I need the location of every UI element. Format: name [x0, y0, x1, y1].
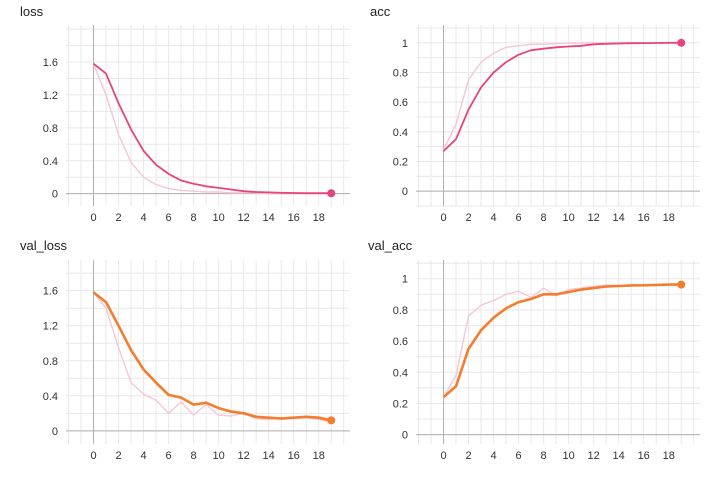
x-tick-label: 18 — [313, 450, 325, 462]
y-tick-label: 0.8 — [393, 305, 408, 317]
y-tick-label: 0.6 — [393, 97, 408, 109]
x-tick-label: 4 — [491, 450, 497, 462]
x-tick-label: 16 — [288, 212, 300, 222]
x-tick-label: 4 — [141, 450, 147, 462]
y-tick-label: 1.6 — [43, 57, 58, 69]
y-tick-label: 1.2 — [43, 90, 58, 102]
chart-svg-val-acc: 0 2 4 6 8 10 12 14 16 18 0 0.2 0.4 0.6 0.8 1 — [393, 260, 700, 462]
y-tick-label: 1.6 — [43, 286, 58, 298]
x-tick-label: 0 — [90, 212, 96, 222]
x-tick-label: 18 — [663, 450, 675, 462]
x-tick-label: 0 — [90, 450, 96, 462]
chart-panel-val-loss: val_loss 0 2 4 6 8 10 12 14 16 18 0 0.4 0.8 1.2 1.6 — [4, 232, 360, 482]
y-tick-label: 1 — [402, 38, 408, 50]
x-tick-label: 10 — [213, 450, 225, 462]
x-tick-label: 10 — [213, 212, 225, 222]
series-line-raw — [92, 291, 332, 423]
x-tick-label: 14 — [263, 212, 275, 222]
x-tick-label: 2 — [465, 212, 471, 222]
x-tick-label: 12 — [238, 450, 250, 462]
x-tick-label: 18 — [313, 212, 325, 222]
series-line-raw — [92, 63, 332, 195]
x-tick-label: 14 — [263, 450, 275, 462]
x-tick-label: 10 — [563, 212, 575, 222]
x-tick-label: 10 — [563, 450, 575, 462]
series-end-point — [677, 280, 686, 289]
chart-svg-val-loss: 0 2 4 6 8 10 12 14 16 18 0 0.4 0.8 1.2 1.6 — [43, 260, 350, 462]
y-tick-label: 0.8 — [43, 123, 58, 135]
y-tick-label: 0.6 — [393, 336, 408, 348]
x-tick-label: 4 — [141, 212, 147, 222]
grid-acc — [416, 25, 700, 207]
x-tick-label: 0 — [440, 212, 446, 222]
x-tick-label: 8 — [541, 212, 547, 222]
chart-panel-loss: loss 0 2 4 6 8 10 12 14 16 18 0 0.4 0.8 1.2 1.6 — [4, 0, 360, 222]
x-tick-label: 16 — [638, 450, 650, 462]
grid-loss — [66, 25, 350, 206]
grid-val-acc — [416, 260, 700, 444]
y-tick-label: 0 — [52, 426, 58, 438]
x-tick-label: 12 — [238, 212, 250, 222]
x-tick-label: 16 — [288, 450, 300, 462]
chart-title-val-loss: val_loss — [20, 238, 67, 253]
y-tick-label: 0.8 — [393, 67, 408, 79]
x-tick-label: 0 — [440, 450, 446, 462]
x-tick-label: 18 — [663, 212, 675, 222]
x-tick-label: 6 — [166, 450, 172, 462]
chart-panel-val-acc: val_acc 0 2 4 6 8 10 12 14 16 18 0 0.2 0.4 0.6 0.8 1 — [364, 232, 720, 482]
y-tick-label: 0 — [402, 186, 408, 198]
x-tick-label: 12 — [588, 212, 600, 222]
series-end-point — [327, 416, 336, 425]
chart-svg-loss: 0 2 4 6 8 10 12 14 16 18 0 0.4 0.8 1.2 1.6 — [43, 25, 350, 222]
x-tick-label: 8 — [191, 212, 197, 222]
y-tick-label: 0.2 — [393, 398, 408, 410]
series-line-smoothed — [442, 41, 682, 152]
y-tick-label: 1.2 — [43, 321, 58, 333]
x-tick-label: 2 — [465, 450, 471, 462]
x-tick-label: 16 — [638, 212, 650, 222]
series-end-point — [677, 38, 686, 47]
series-line-smoothed — [442, 283, 682, 399]
x-tick-label: 14 — [613, 450, 625, 462]
x-tick-label: 2 — [115, 212, 121, 222]
y-tick-label: 0 — [52, 189, 58, 201]
x-tick-label: 8 — [541, 450, 547, 462]
y-tick-label: 0 — [402, 430, 408, 442]
series-line-smoothed — [92, 291, 332, 422]
y-tick-label: 1 — [402, 274, 408, 286]
y-tick-label: 0.4 — [43, 391, 58, 403]
x-tick-label: 4 — [491, 212, 497, 222]
x-tick-label: 8 — [191, 450, 197, 462]
y-tick-label: 0.8 — [43, 356, 58, 368]
chart-title-loss: loss — [20, 4, 44, 19]
x-tick-label: 6 — [516, 212, 522, 222]
chart-title-acc: acc — [370, 4, 391, 19]
y-tick-label: 0.4 — [393, 127, 408, 139]
x-tick-label: 6 — [166, 212, 172, 222]
series-end-point — [327, 189, 336, 198]
series-line-smoothed — [92, 62, 332, 195]
chart-panel-acc: acc 0 2 4 6 8 10 12 14 16 18 0 0.2 0.4 0.6 0.8 1 — [364, 0, 720, 222]
x-tick-label: 2 — [115, 450, 121, 462]
y-tick-label: 0.2 — [393, 156, 408, 168]
x-tick-label: 6 — [516, 450, 522, 462]
series-line-raw — [442, 42, 682, 150]
chart-svg-acc: 0 2 4 6 8 10 12 14 16 18 0 0.2 0.4 0.6 0.8 1 — [393, 25, 700, 222]
y-tick-label: 0.4 — [43, 156, 58, 168]
x-tick-label: 14 — [613, 212, 625, 222]
x-tick-label: 12 — [588, 450, 600, 462]
chart-title-val-acc: val_acc — [368, 238, 413, 253]
y-tick-label: 0.4 — [393, 367, 408, 379]
